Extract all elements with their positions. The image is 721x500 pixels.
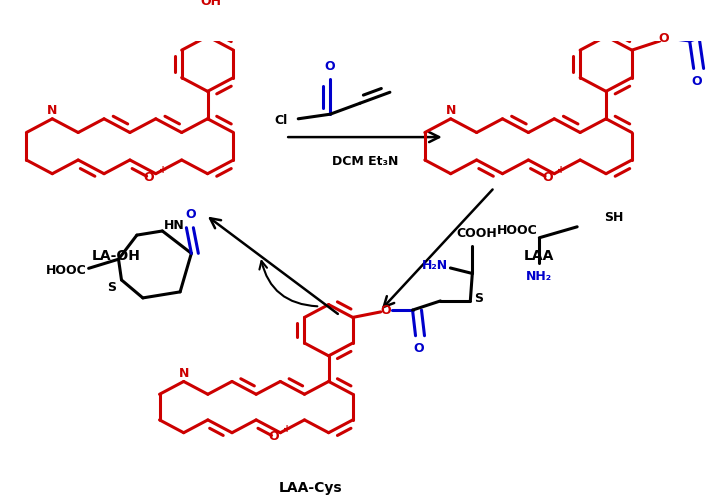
Text: N: N (446, 104, 456, 117)
Text: O: O (658, 32, 669, 45)
Text: OH: OH (200, 0, 221, 8)
Text: COOH: COOH (456, 226, 497, 239)
Text: SH: SH (604, 211, 624, 224)
Text: LAA: LAA (524, 249, 554, 263)
Text: S: S (107, 280, 116, 293)
Text: HOOC: HOOC (46, 264, 87, 276)
Text: O: O (143, 171, 154, 184)
Text: +: + (283, 424, 291, 434)
Text: LAA-Cys: LAA-Cys (278, 480, 342, 494)
Text: O: O (185, 208, 195, 222)
Text: Cl: Cl (275, 114, 288, 127)
Text: HOOC: HOOC (497, 224, 538, 237)
Text: O: O (542, 171, 552, 184)
Text: O: O (413, 342, 424, 355)
Text: N: N (179, 366, 189, 380)
Text: +: + (159, 165, 167, 175)
Text: H₂N: H₂N (421, 258, 448, 272)
Text: S: S (474, 292, 483, 304)
Text: O: O (691, 75, 702, 88)
Text: O: O (381, 304, 391, 316)
Text: +: + (557, 165, 565, 175)
Text: O: O (268, 430, 278, 443)
Text: N: N (47, 104, 58, 117)
Text: O: O (324, 60, 335, 73)
Text: LA-OH: LA-OH (92, 249, 141, 263)
Text: DCM Et₃N: DCM Et₃N (332, 156, 398, 168)
Text: NH₂: NH₂ (526, 270, 552, 282)
Text: HN: HN (164, 219, 185, 232)
